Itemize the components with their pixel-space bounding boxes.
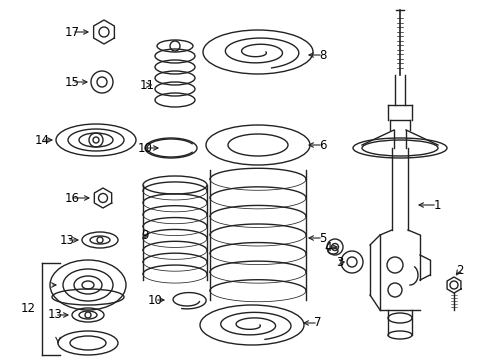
- Text: 2: 2: [455, 264, 463, 276]
- Text: 17: 17: [64, 26, 80, 39]
- Text: 9: 9: [141, 229, 148, 242]
- Text: 10: 10: [147, 293, 162, 306]
- Text: 6: 6: [319, 139, 326, 152]
- Text: 11: 11: [139, 78, 154, 91]
- Text: 13: 13: [60, 234, 74, 247]
- Text: 14: 14: [35, 134, 49, 147]
- Text: 16: 16: [64, 192, 80, 204]
- Text: 7: 7: [314, 316, 321, 329]
- Text: 1: 1: [432, 198, 440, 212]
- Text: 5: 5: [319, 231, 326, 244]
- Text: 15: 15: [64, 76, 79, 89]
- Text: 8: 8: [319, 49, 326, 62]
- Text: 12: 12: [20, 302, 36, 315]
- Text: 4: 4: [324, 240, 331, 253]
- Text: 3: 3: [336, 256, 343, 269]
- Text: 13: 13: [47, 309, 62, 321]
- Text: 10: 10: [137, 141, 152, 154]
